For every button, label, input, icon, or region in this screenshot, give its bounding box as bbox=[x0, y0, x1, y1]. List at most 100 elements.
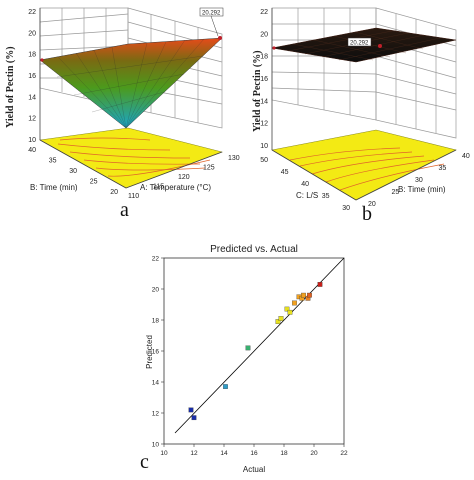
z-tick-label-a: 16 bbox=[28, 73, 36, 80]
x-tick-label-b: 40 bbox=[462, 153, 470, 160]
x-tick-label-a: 120 bbox=[178, 174, 190, 181]
z-tick-label-a: 18 bbox=[28, 52, 36, 59]
annotation-box-a bbox=[199, 7, 224, 17]
y-tick-label-c: 20 bbox=[152, 287, 160, 294]
z-tick-label-b: 16 bbox=[260, 76, 268, 83]
y-tick-label-c: 16 bbox=[152, 349, 160, 356]
y-tick-label-c: 18 bbox=[152, 318, 160, 325]
y-tick-label-a: 40 bbox=[28, 147, 36, 154]
back-wall-grid-b bbox=[271, 7, 457, 139]
z-tick-label-a: 10 bbox=[28, 137, 36, 144]
fit-line-c bbox=[174, 257, 345, 434]
panel-label-c: c bbox=[140, 451, 149, 473]
data-point bbox=[275, 319, 281, 324]
contour-floor-a bbox=[39, 127, 223, 189]
surface-mesh-a bbox=[56, 38, 205, 129]
y-tick-labels-a: 40 35 30 25 20 bbox=[28, 147, 118, 196]
y-axis-title-a: B: Time (min) bbox=[30, 183, 78, 192]
y-tick-label-a: 25 bbox=[90, 179, 98, 186]
y-tick-label-b: 50 bbox=[260, 157, 268, 164]
x-axis-title-c: Actual bbox=[243, 465, 265, 474]
z-tick-label-a: 22 bbox=[28, 9, 36, 16]
y-tick-label-c: 12 bbox=[152, 411, 160, 418]
x-tick-label-b: 25 bbox=[392, 189, 400, 196]
x-tick-label-b: 20 bbox=[368, 201, 376, 208]
surface-plot-a: 20.292 10 12 14 16 18 20 22 Yield of Pectin (%… bbox=[5, 7, 240, 221]
contour-lines-a bbox=[57, 137, 211, 177]
x-tick-label-b: 30 bbox=[415, 177, 423, 184]
x-tick-label-b: 35 bbox=[439, 165, 447, 172]
y-tick-label-b: 45 bbox=[281, 169, 289, 176]
x-tick-label-c: 18 bbox=[280, 450, 288, 457]
z-tick-label-b: 12 bbox=[260, 121, 268, 128]
corner-marker-a bbox=[40, 58, 44, 62]
chart-title-c: Predicted vs. Actual bbox=[210, 244, 298, 255]
y-tick-label-c: 22 bbox=[152, 256, 160, 263]
y-axis-title-c: Predicted bbox=[145, 335, 154, 369]
data-point bbox=[287, 309, 293, 315]
y-tick-label-a: 35 bbox=[49, 158, 57, 165]
data-point bbox=[278, 316, 284, 321]
x-tick-label-c: 10 bbox=[160, 450, 168, 457]
z-tick-label-a: 20 bbox=[28, 30, 36, 37]
panel-label-a: a bbox=[120, 199, 129, 221]
x-tick-label-a: 110 bbox=[128, 193, 139, 200]
y-tick-label-a: 30 bbox=[69, 168, 77, 175]
z-axis-title-b: Yield of Pectin (%) bbox=[252, 50, 263, 132]
z-tick-label-b: 20 bbox=[260, 31, 268, 38]
data-point bbox=[292, 300, 297, 306]
optimum-marker-b bbox=[378, 44, 382, 48]
z-tick-labels-a: 10 12 14 16 18 20 22 bbox=[28, 9, 36, 144]
annotation-label-a: 20.292 bbox=[202, 11, 221, 17]
box-frame-b bbox=[271, 8, 457, 201]
y-tick-label-b: 35 bbox=[322, 193, 330, 200]
y-tick-labels-b: 50 45 40 35 30 bbox=[260, 157, 350, 212]
data-point bbox=[307, 292, 312, 298]
x-tick-labels-b: 20 25 30 35 40 bbox=[368, 153, 470, 208]
scatter-plot-c: Predicted vs. Actual 10 12 14 16 18 20 2210121… bbox=[140, 244, 348, 474]
x-tick-label-a: 115 bbox=[153, 184, 164, 191]
annotation-box-b bbox=[347, 37, 372, 47]
y-tick-label-a: 20 bbox=[110, 189, 118, 196]
z-tick-label-a: 12 bbox=[28, 116, 36, 123]
y-axis-title-b: C: L/S bbox=[296, 191, 318, 200]
box-frame-a bbox=[39, 8, 223, 189]
x-tick-label-a: 125 bbox=[203, 165, 215, 172]
x-tick-label-c: 12 bbox=[190, 450, 198, 457]
z-tick-label-a: 14 bbox=[28, 94, 36, 101]
x-tick-label-c: 20 bbox=[310, 450, 318, 457]
corner-marker-b bbox=[272, 46, 276, 50]
x-tick-label-c: 14 bbox=[220, 450, 228, 457]
data-point bbox=[284, 306, 290, 312]
tick-labels-c: 10 12 14 16 18 20 22 10 12 14 16 18 20 22 bbox=[152, 256, 348, 458]
z-tick-label-b: 14 bbox=[260, 98, 268, 105]
contour-lines-b bbox=[289, 147, 445, 191]
data-point bbox=[317, 282, 323, 287]
surface-plot-b: 20.292 10 12 14 16 18 20 22 Yield of Pectin (%… bbox=[252, 7, 470, 225]
z-tick-labels-b: 10 12 14 16 18 20 22 bbox=[260, 9, 268, 150]
panel-label-b: b bbox=[362, 203, 372, 225]
x-tick-labels-a: 110 115 120 125 130 bbox=[128, 155, 240, 200]
x-axis-title-b: B: Time (min) bbox=[398, 185, 446, 194]
y-tick-label-b: 30 bbox=[342, 205, 350, 212]
data-point bbox=[223, 384, 228, 389]
x-axis-title-a: A: Temperature (°C) bbox=[140, 183, 211, 192]
z-axis-title-a: Yield of Pectin (%) bbox=[5, 46, 16, 128]
optimum-marker-a bbox=[218, 36, 222, 40]
x-tick-label-a: 130 bbox=[228, 155, 240, 162]
z-tick-label-b: 18 bbox=[260, 54, 268, 61]
annotation-label-b: 20.292 bbox=[350, 41, 369, 47]
data-point bbox=[188, 407, 194, 413]
x-tick-label-c: 16 bbox=[250, 450, 258, 457]
y-tick-label-c: 10 bbox=[152, 442, 160, 449]
data-point bbox=[301, 292, 306, 298]
x-tick-label-c: 22 bbox=[340, 450, 348, 457]
y-tick-label-b: 40 bbox=[301, 181, 309, 188]
annotation-leader-a bbox=[210, 15, 219, 37]
response-surface-a bbox=[39, 37, 223, 129]
data-points-c bbox=[188, 282, 323, 421]
y-tick-label-c: 14 bbox=[152, 380, 160, 387]
z-tick-label-b: 22 bbox=[260, 9, 268, 16]
